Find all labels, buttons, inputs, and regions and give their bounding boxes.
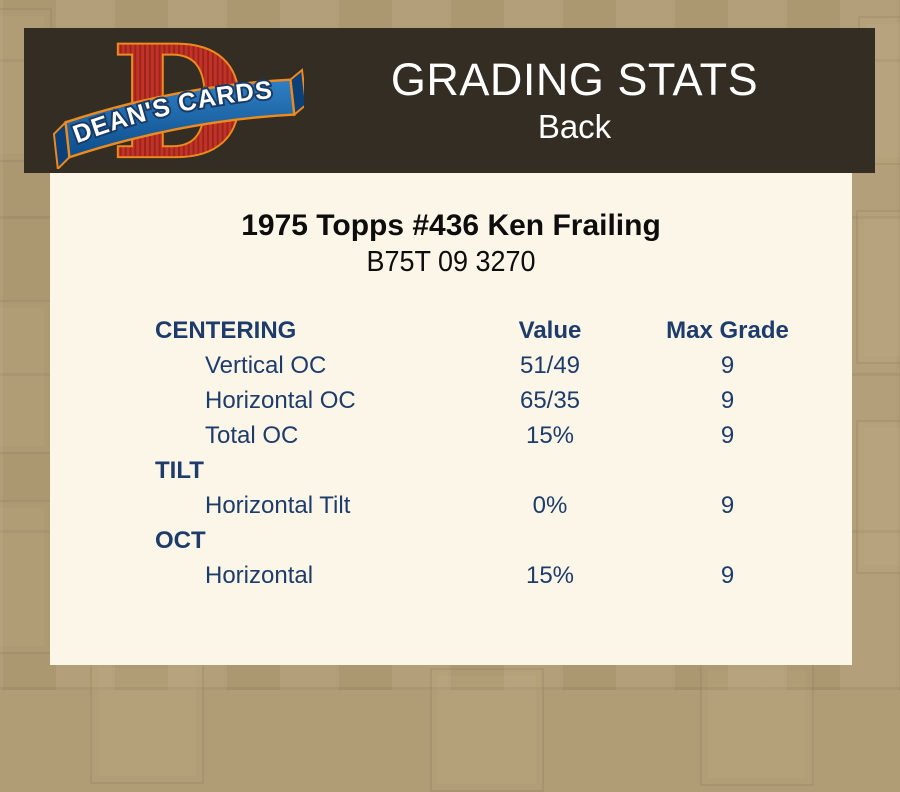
stat-max-grade: 9 xyxy=(720,561,735,589)
logo-ribbon xyxy=(64,78,296,159)
table-header-row: CENTERING Value Max Grade xyxy=(155,313,852,348)
page-title: GRADING STATS xyxy=(390,54,759,106)
section-header-oct: OCT xyxy=(155,526,206,554)
background-card xyxy=(430,668,544,792)
stat-max-grade: 9 xyxy=(720,386,735,414)
stat-label: Horizontal Tilt xyxy=(205,491,351,519)
section-header-tilt: TILT xyxy=(155,456,204,484)
stat-label: Vertical OC xyxy=(205,351,327,379)
stat-label: Horizontal xyxy=(205,561,314,589)
background-card xyxy=(856,420,900,574)
table-section-row: OCT xyxy=(155,523,852,558)
stat-max-grade: 9 xyxy=(720,491,735,519)
deans-cards-logo[interactable]: D DEAN'S CARDS xyxy=(52,33,304,169)
background-card xyxy=(856,210,900,364)
stat-value: 65/35 xyxy=(519,386,581,414)
background-card xyxy=(90,660,204,784)
grading-stats-panel: 1975 Topps #436 Ken Frailing B75T 09 327… xyxy=(50,173,852,665)
card-side-label: Back xyxy=(537,108,612,146)
column-header-max-grade: Max Grade xyxy=(666,316,789,344)
stat-label: Total OC xyxy=(205,421,299,449)
stat-value: 51/49 xyxy=(519,351,581,379)
stat-label: Horizontal OC xyxy=(205,386,356,414)
stat-max-grade: 9 xyxy=(720,351,735,379)
table-row: Vertical OC 51/49 9 xyxy=(155,348,852,383)
table-row: Horizontal 15% 9 xyxy=(155,558,852,593)
card-title: 1975 Topps #436 Ken Frailing xyxy=(241,209,661,242)
page-header: D DEAN'S CARDS GRADING STATS Back xyxy=(24,28,875,173)
section-header-centering: CENTERING xyxy=(155,316,297,344)
background-card xyxy=(700,662,814,786)
table-row: Horizontal OC 65/35 9 xyxy=(155,383,852,418)
column-header-value: Value xyxy=(518,316,582,344)
background-card xyxy=(0,300,52,454)
grading-stats-table: CENTERING Value Max Grade Vertical OC 51… xyxy=(155,313,852,593)
header-text-block: GRADING STATS Back xyxy=(304,28,845,173)
card-serial-code: B75T 09 3270 xyxy=(366,246,536,278)
table-section-row: TILT xyxy=(155,453,852,488)
table-row: Horizontal Tilt 0% 9 xyxy=(155,488,852,523)
background-card xyxy=(0,500,52,654)
stat-max-grade: 9 xyxy=(720,421,735,449)
stat-value: 0% xyxy=(532,491,568,519)
table-row: Total OC 15% 9 xyxy=(155,418,852,453)
stat-value: 15% xyxy=(525,421,575,449)
stat-value: 15% xyxy=(525,561,575,589)
